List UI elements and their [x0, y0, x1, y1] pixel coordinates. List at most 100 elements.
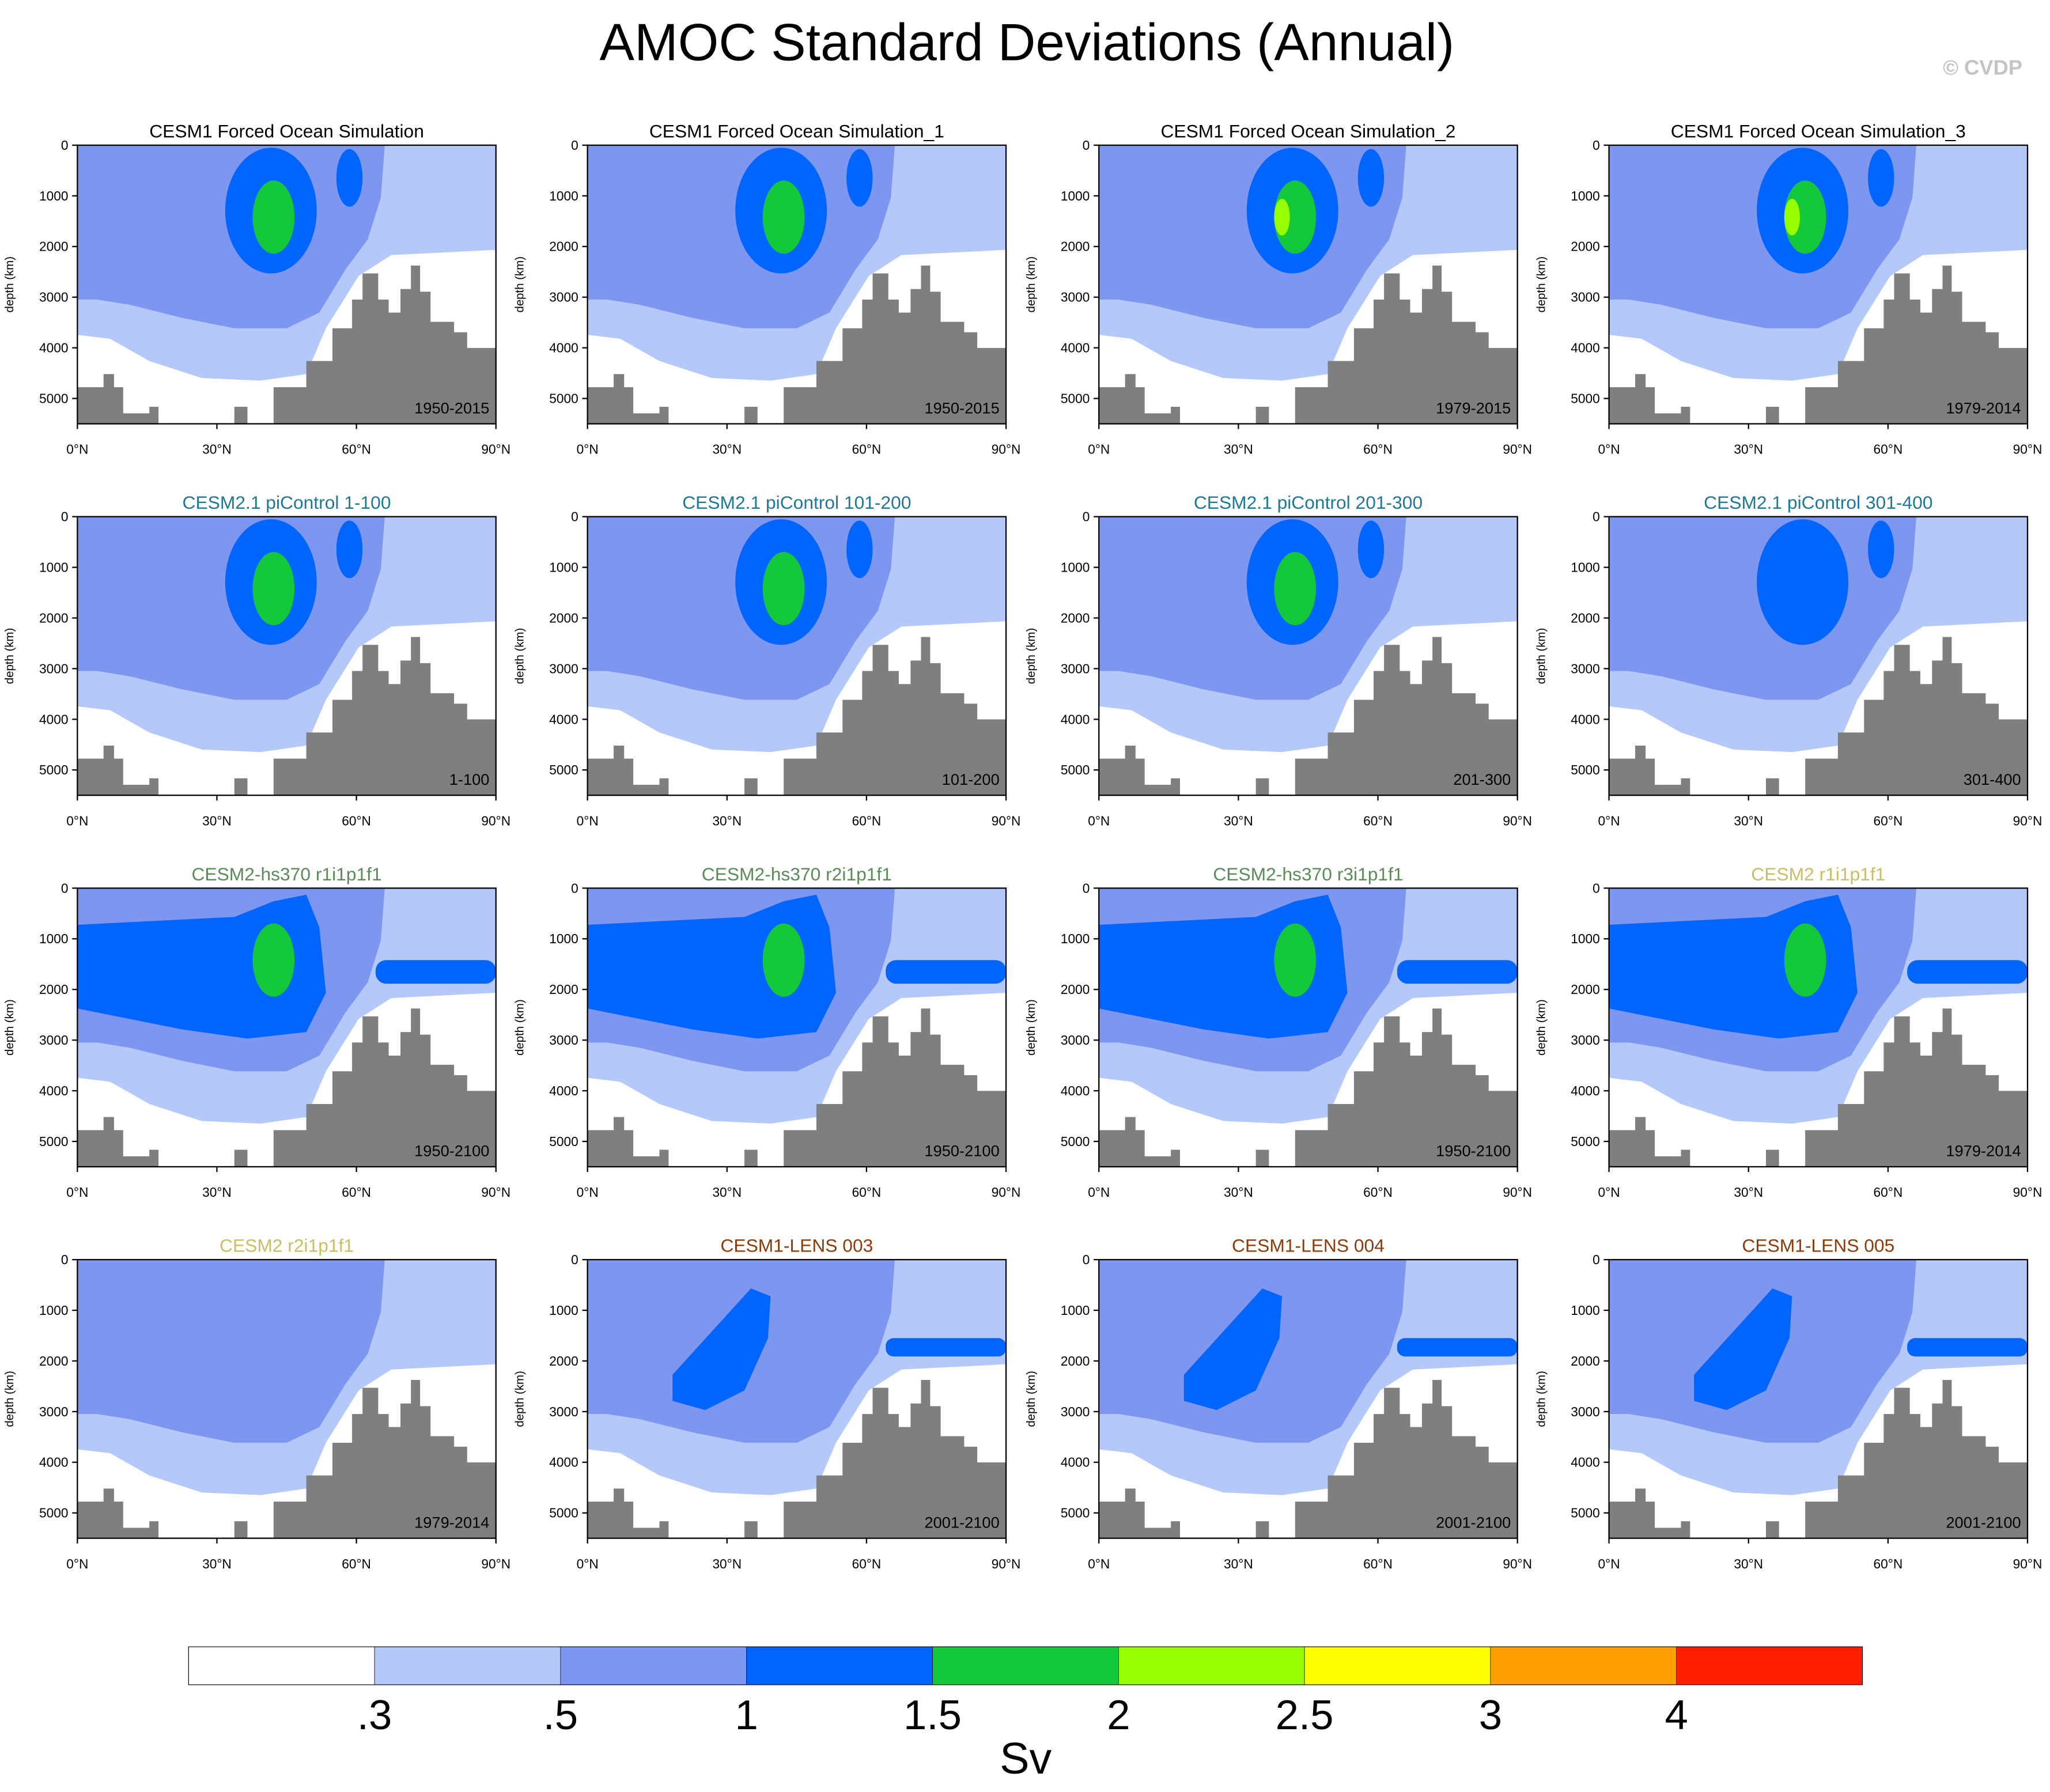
- y-tick-label: 3000: [39, 290, 68, 305]
- panel-title: CESM2-hs370 r2i1p1f1: [702, 864, 892, 884]
- contour-level-1-north: [336, 520, 363, 579]
- x-tick-label: 90°N: [1503, 1185, 1532, 1200]
- y-tick-label: 5000: [1061, 1506, 1090, 1521]
- colorbar-label: 1.5: [903, 1692, 962, 1738]
- y-tick-label: 4000: [39, 712, 68, 727]
- y-tick-label: 0: [61, 880, 69, 895]
- contour-level-1.5: [1784, 180, 1826, 254]
- land-mask: [77, 265, 496, 424]
- panel-11: 0 1000 2000 3000 4000 5000 0°N 30°N 60°N 90°N dept…: [1025, 864, 1532, 1200]
- y-axis-label: depth (km): [3, 999, 16, 1056]
- period-label: 1950-2100: [924, 1142, 999, 1160]
- y-tick-label: 5000: [1571, 762, 1599, 777]
- panel-6: 0 1000 2000 3000 4000 5000 0°N 30°N 60°N 90°N dept…: [513, 492, 1020, 828]
- contour-level-1-north: [1357, 520, 1385, 579]
- colorbar: .3 .5 1 1.5 2 2.5 3 4: [188, 1646, 1863, 1738]
- y-tick-label: 3000: [39, 1404, 68, 1419]
- land-mask: [1609, 265, 2028, 424]
- y-tick-label: 2000: [1571, 1354, 1599, 1368]
- period-label: 1950-2015: [414, 399, 489, 417]
- y-tick-label: 2000: [1061, 610, 1090, 625]
- land-mask: [587, 637, 1007, 796]
- x-tick-label: 30°N: [1734, 442, 1763, 457]
- colorbar-label: 4: [1665, 1692, 1688, 1738]
- panel-frame: [587, 1258, 1007, 1539]
- y-tick-label: 1000: [1571, 560, 1599, 575]
- y-tick-label: 3000: [39, 1033, 68, 1048]
- panel-15: 0 1000 2000 3000 4000 5000 0°N 30°N 60°N 90°N dept…: [1025, 1235, 1532, 1571]
- panel-frame: [1098, 1258, 1518, 1539]
- y-tick-label: 2000: [549, 239, 578, 254]
- panel-frame: [1608, 1258, 2029, 1539]
- x-tick-label: 60°N: [1363, 442, 1393, 457]
- y-axis-label: depth (km): [1025, 628, 1038, 685]
- y-axis-label: depth (km): [1535, 1371, 1548, 1427]
- y-tick-label: 4000: [549, 1455, 578, 1470]
- y-tick-label: 4000: [1571, 341, 1599, 356]
- panel-title: CESM2 r1i1p1f1: [1751, 864, 1885, 884]
- x-tick-label: 60°N: [852, 1556, 882, 1571]
- y-tick-label: 3000: [549, 1033, 578, 1048]
- panel-title: CESM2.1 piControl 301-400: [1704, 492, 1932, 513]
- y-tick-label: 1000: [549, 1303, 578, 1318]
- y-tick-label: 4000: [39, 1083, 68, 1098]
- contour-level-1.5: [1274, 180, 1317, 254]
- y-tick-label: 5000: [549, 1134, 578, 1149]
- contour-level-1.5: [762, 551, 805, 626]
- contour-level-2: [1274, 199, 1290, 236]
- y-tick-label: 1000: [1061, 931, 1090, 946]
- y-axis-label: depth (km): [1535, 999, 1548, 1056]
- y-tick-label: 5000: [39, 1506, 68, 1521]
- cvdp-watermark: © CVDP: [1943, 55, 2022, 79]
- x-tick-label: 30°N: [712, 1185, 742, 1200]
- x-tick-label: 90°N: [2013, 1185, 2043, 1200]
- panel-frame: [1608, 887, 2029, 1168]
- colorbar-segment: [560, 1646, 747, 1685]
- x-tick-label: 30°N: [202, 1185, 232, 1200]
- contour-level-1-north: [1868, 520, 1894, 579]
- y-tick-label: 3000: [1061, 1033, 1090, 1048]
- x-tick-label: 60°N: [1363, 813, 1393, 828]
- y-tick-label: 1000: [1061, 1303, 1090, 1318]
- land-mask: [1609, 1008, 2028, 1167]
- panel-title: CESM2.1 piControl 1-100: [183, 492, 391, 513]
- y-axis-label: depth (km): [1025, 999, 1038, 1056]
- y-tick-label: 1000: [1571, 931, 1599, 946]
- x-tick-label: 0°N: [1598, 813, 1620, 828]
- y-tick-label: 3000: [549, 1404, 578, 1419]
- x-tick-label: 0°N: [577, 813, 599, 828]
- x-tick-label: 60°N: [342, 813, 371, 828]
- y-tick-label: 5000: [1061, 1134, 1090, 1149]
- y-tick-label: 0: [1083, 1252, 1090, 1267]
- y-axis-label: depth (km): [1025, 256, 1038, 313]
- y-tick-label: 2000: [39, 239, 68, 254]
- contour-level-1: [1183, 1288, 1283, 1411]
- y-tick-label: 2000: [39, 982, 68, 997]
- y-axis-label: depth (km): [1535, 256, 1548, 313]
- y-axis-label: depth (km): [513, 999, 526, 1056]
- x-tick-label: 60°N: [1874, 1556, 1903, 1571]
- y-tick-label: 3000: [1061, 290, 1090, 305]
- y-tick-label: 5000: [39, 762, 68, 777]
- y-tick-label: 4000: [1571, 1455, 1599, 1470]
- panel-frame: [587, 144, 1007, 425]
- colorbar-label: 1: [735, 1692, 758, 1738]
- colorbar-segment: [932, 1646, 1119, 1685]
- y-tick-label: 0: [1083, 138, 1090, 153]
- contour-level-1.5: [762, 180, 805, 254]
- x-tick-label: 30°N: [202, 813, 232, 828]
- land-mask: [587, 1008, 1007, 1167]
- x-tick-label: 90°N: [2013, 442, 2043, 457]
- x-tick-label: 90°N: [1503, 813, 1532, 828]
- x-tick-label: 60°N: [342, 1185, 371, 1200]
- x-tick-label: 60°N: [1874, 1185, 1903, 1200]
- panel-frame: [1098, 516, 1518, 796]
- colorbar-segment: [1676, 1646, 1863, 1685]
- y-tick-label: 4000: [1061, 712, 1090, 727]
- period-label: 101-200: [942, 770, 1000, 788]
- panel-frame: [1098, 887, 1518, 1168]
- y-tick-label: 5000: [1571, 1506, 1599, 1521]
- y-tick-label: 1000: [39, 931, 68, 946]
- period-label: 1-100: [449, 770, 490, 788]
- x-tick-label: 90°N: [992, 1556, 1021, 1571]
